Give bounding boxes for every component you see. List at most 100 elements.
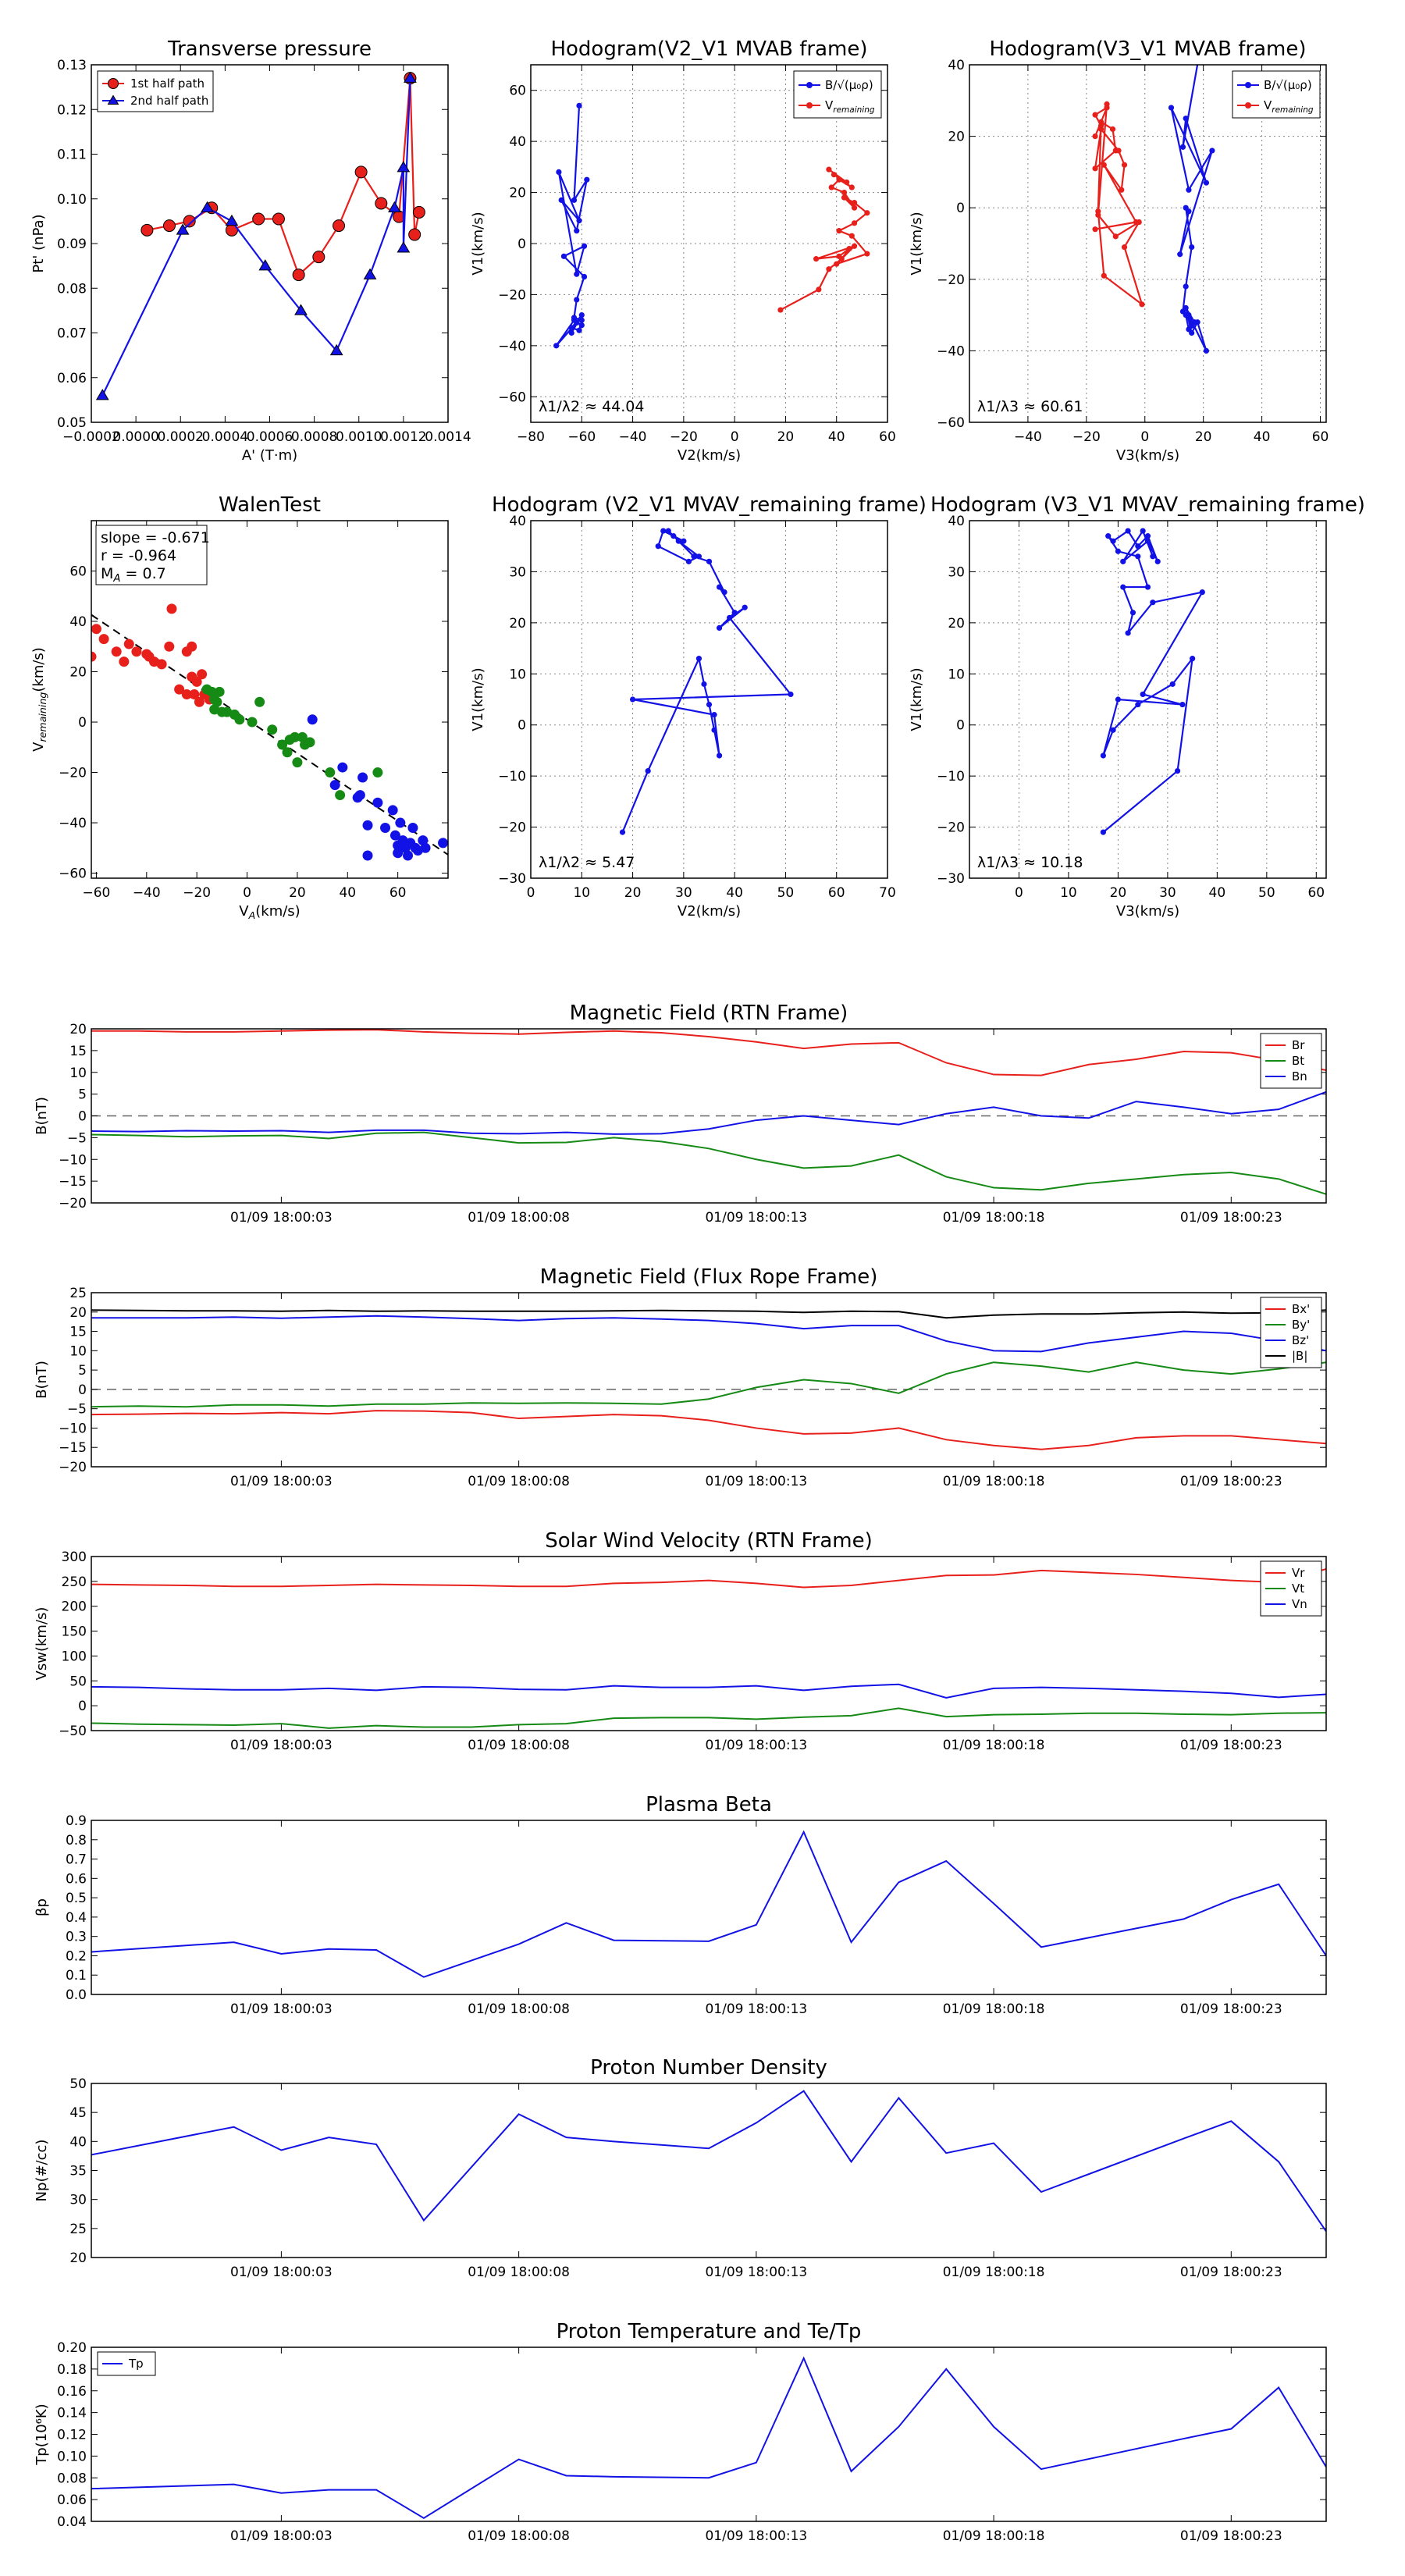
hodo3-point-b [695,656,702,662]
hodo3-point-b [716,584,723,590]
vsw-ytick-label: 150 [62,1624,87,1640]
hodo2-point-v-remaining [1139,301,1145,308]
pt-point-1st-half-path [140,223,154,237]
beta-xtick-label: 01/09 18:00:23 [1180,2001,1282,2017]
tp-ytick-label: 0.04 [57,2514,87,2530]
hodo3-plot-area [619,528,794,835]
hodo3-xtick-label: 70 [879,885,896,901]
beta-series-beta-line [91,1830,1326,1978]
walen-ytick-label: 0 [78,715,87,731]
hodo2-ytick-label: 0 [956,201,965,216]
tp-legend-label: Tp [128,2357,144,2371]
hodo1-eigen-ratio: λ1/λ2 ≈ 44.04 [539,398,644,415]
bfr-series-b-line [91,1309,1326,1319]
walen-stat: slope = -0.671 [101,529,210,546]
hodo4-point-b [1100,753,1106,759]
walen-point-green [254,696,265,707]
walen-point-green [325,767,336,778]
bfr-ytick-label: −5 [67,1402,87,1418]
walen-plot-area [91,603,448,861]
pt-legend-marker [108,78,119,89]
hodo2-point-v-remaining [1101,272,1107,279]
pt-ytick-label: 0.12 [57,102,87,118]
hodo3-point-b [619,829,626,835]
walen-point-red [187,641,197,652]
beta-xtick-label: 01/09 18:00:18 [943,2001,1045,2017]
hodo4-point-b [1140,691,1146,698]
hodo2-ytick-label: −60 [937,415,965,431]
pt-chart: Transverse pressure−0.00020.00000.00020.… [30,37,471,464]
brtn-xtick-label: 01/09 18:00:23 [1180,1210,1282,1226]
walen-stat: r = -0.964 [101,547,176,564]
hodo3-point-b [716,624,723,632]
pt-point-1st-half-path [375,197,388,210]
hodo2-xtick-label: −20 [1072,429,1101,445]
pt-point-1st-half-path [412,205,425,219]
beta-ytick-label: 0.5 [66,1891,87,1906]
pt-point-1st-half-path [183,215,196,228]
pt-legend-marker [107,94,119,105]
hodo3-point-b [675,538,681,544]
tp-ytick-label: 0.14 [57,2406,87,2421]
hodo3-ytick-label: 30 [509,564,526,580]
bfr-legend-box [1260,1297,1322,1368]
pt-point-2nd-half-path [176,223,190,235]
hodo2-point-v-remaining [1109,126,1116,133]
hodo2-frame [969,64,1327,423]
hodo3-xtick-label: 0 [527,885,535,901]
pt-point-1st-half-path [272,212,285,226]
hodo1-ytick-label: −20 [498,287,526,303]
vsw-ytick-label: −50 [59,1724,87,1739]
hodo1-ytick-label: 60 [509,84,526,99]
hodo3-chart: Hodogram (V2_V1 MVAV_remaining frame) 0 10… [470,493,927,920]
bfr-legend-label: Bz' [1292,1333,1309,1347]
bfr-ytick-label: 15 [69,1325,87,1340]
np-chart: Proton Number Density 01/09 18:00:03 01/09… [34,2056,1327,2280]
hodo2-point-v-remaining [1092,112,1098,118]
walen-point-green [212,696,222,707]
pt-xtick-label: 0.0008 [291,429,337,445]
walen-point-red [123,639,134,649]
hodo4-title: Hodogram (V3_V1 MVAV_remaining frame) [930,493,1365,517]
hodo1-frame [530,64,888,423]
bfr-series-bz-line [91,1315,1326,1353]
hodo1-point-v-remaining [848,233,855,239]
hodo4-point-b [1120,584,1126,590]
bfr-xtick-label: 01/09 18:00:13 [705,1474,807,1489]
brtn-chart: Magnetic Field (RTN Frame) 01/09 18:00:03… [34,1002,1327,1226]
hodo2-ytick-label: −20 [937,272,965,288]
walen-ytick-label: 20 [69,665,87,681]
pt-plot-area [95,71,425,400]
pt-point-1st-half-path [292,269,305,282]
hodo1-point-v-remaining [851,205,858,211]
np-ylabel: Np(#/cc) [34,2140,50,2202]
brtn-ytick-label: −10 [59,1152,87,1168]
brtn-xtick-label: 01/09 18:00:13 [705,1210,807,1226]
hodo3-point-b [788,691,794,698]
hodo4-point-b [1140,528,1146,534]
hodo3-ylabel: V1(km/s) [470,667,486,731]
bfr-ytick-label: 0 [78,1382,87,1398]
hodo4-eigen-ratio: λ1/λ3 ≈ 10.18 [977,854,1083,871]
hodo2-point-b [1183,116,1189,122]
pt-point-1st-half-path [252,212,265,226]
vsw-legend-label: Vr [1292,1566,1305,1580]
walen-point-green [247,717,258,728]
vsw-ytick-label: 200 [62,1599,87,1615]
brtn-ytick-label: 5 [78,1087,87,1103]
bfr-series-bx-line [91,1410,1326,1450]
tp-xtick-label: 01/09 18:00:23 [1180,2528,1282,2544]
bfr-xtick-label: 01/09 18:00:23 [1180,1474,1282,1489]
walen-point-blue [380,822,391,833]
hodo1-xtick-label: −80 [517,429,545,445]
walen-point-red [119,656,130,667]
walen-xlabel: VA(km/s) [239,903,300,921]
hodo4-point-b [1144,538,1151,544]
vsw-ytick-label: 0 [78,1699,87,1714]
hodo2-point-v-remaining [1112,233,1119,240]
walen-frame [91,520,449,879]
beta-ytick-label: 0.7 [66,1852,87,1868]
hodo4-point-b [1115,696,1122,703]
hodo3-point-b [655,543,661,550]
np-xtick-label: 01/09 18:00:03 [230,2265,333,2280]
